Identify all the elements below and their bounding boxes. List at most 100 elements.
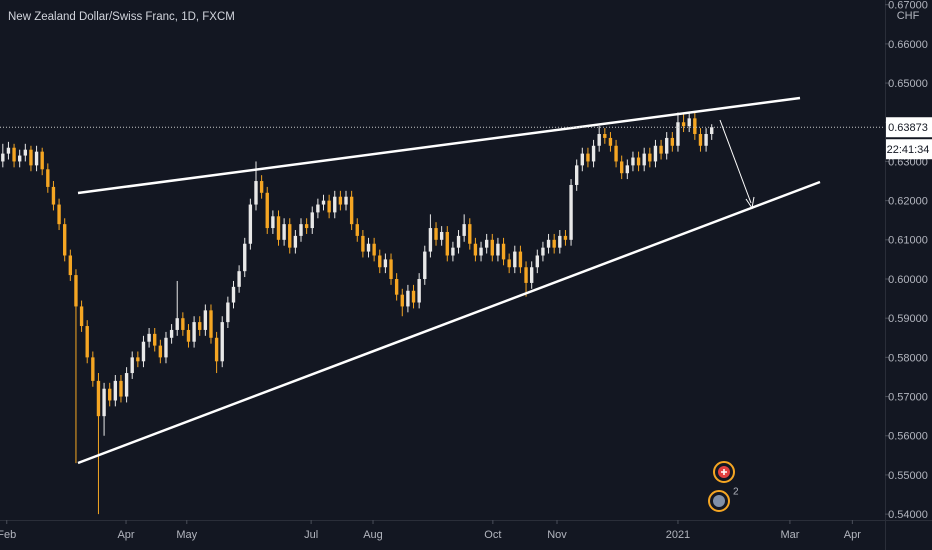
- candle-body: [513, 251, 517, 268]
- candle-body: [141, 341, 146, 362]
- candle-body: [147, 333, 151, 342]
- x-tick-label: 2021: [666, 529, 690, 541]
- candle-body: [423, 251, 427, 280]
- candle-body: [192, 322, 196, 342]
- trend-line-upper: [77, 96, 801, 195]
- candle-body: [6, 147, 11, 154]
- candle-body: [288, 224, 292, 248]
- candle-body: [29, 149, 33, 166]
- candle-body: [659, 145, 663, 154]
- candle-body: [451, 247, 455, 256]
- candle-body: [338, 196, 343, 205]
- countdown-box: [886, 139, 932, 160]
- candle-body: [186, 329, 191, 342]
- candle-body: [614, 145, 618, 162]
- candle-body: [181, 318, 185, 330]
- candle-body: [209, 310, 213, 338]
- candle-body: [546, 239, 551, 248]
- candle-body: [63, 224, 67, 256]
- y-tick-label: 0.67000: [888, 0, 928, 12]
- candle-body: [254, 181, 258, 205]
- y-tick-label: 0.57000: [888, 391, 928, 403]
- candle-body: [501, 243, 506, 260]
- last-price-label: 0.63873: [888, 122, 928, 134]
- candle-body: [608, 137, 613, 146]
- candle-body: [91, 357, 95, 381]
- candle-body: [231, 286, 236, 303]
- candle-body: [119, 380, 123, 397]
- candle-body: [282, 224, 286, 240]
- candle-body: [541, 247, 545, 256]
- news-icon-inner: [713, 495, 725, 507]
- candle-body: [400, 294, 404, 307]
- candle-body: [265, 192, 269, 229]
- candle-body: [473, 243, 478, 256]
- candle-body: [34, 151, 39, 166]
- candle-body: [653, 145, 658, 162]
- candle-body: [681, 122, 686, 127]
- candle-body: [389, 259, 393, 280]
- candle-body: [102, 388, 106, 417]
- event-count: 2: [733, 487, 739, 498]
- candle-body: [428, 228, 433, 252]
- candle-body: [237, 271, 241, 287]
- y-tick-label: 0.58000: [888, 352, 928, 364]
- candle-body: [40, 151, 44, 170]
- candle-body: [293, 235, 298, 248]
- candle-body: [51, 186, 56, 205]
- candle-body: [18, 155, 22, 162]
- candle-body: [710, 127, 714, 135]
- candle-body: [321, 200, 326, 205]
- candle-body: [580, 153, 584, 166]
- y-tick-label: 0.60000: [888, 274, 928, 286]
- candle-body: [620, 161, 624, 174]
- candle-body: [124, 373, 129, 397]
- candle-body: [704, 134, 708, 146]
- plot: [1, 112, 714, 515]
- x-tick-label: Mar: [780, 529, 799, 541]
- candle-body: [299, 224, 303, 236]
- candle-body: [496, 243, 500, 256]
- candle-body: [276, 216, 281, 240]
- x-tick-label: Aug: [363, 529, 383, 541]
- candle-body: [462, 224, 466, 236]
- candle-body: [333, 196, 337, 213]
- candle-body: [164, 337, 168, 358]
- candle-body: [68, 255, 73, 276]
- candle-body: [383, 259, 388, 268]
- x-tick-label: Apr: [844, 529, 861, 541]
- candle-body: [316, 204, 320, 213]
- chart-title: New Zealand Dollar/Swiss Franc, 1D, FXCM: [8, 11, 235, 23]
- candle-body: [406, 290, 410, 307]
- candle-body: [366, 243, 371, 252]
- countdown-label: 22:41:34: [887, 144, 930, 156]
- candle-body: [563, 235, 568, 240]
- candle-body: [327, 200, 331, 213]
- candle-body: [603, 134, 607, 138]
- candle-body: [1, 153, 5, 162]
- candle-body: [636, 157, 641, 166]
- candle-body: [96, 380, 101, 417]
- candle-body: [79, 306, 84, 327]
- candle-body: [57, 204, 61, 225]
- candle-body: [591, 145, 596, 162]
- candle-body: [175, 318, 179, 330]
- candle-body: [85, 326, 89, 358]
- candle-body: [304, 224, 309, 229]
- candle-body: [484, 239, 489, 248]
- candle-body: [203, 310, 208, 330]
- x-tick-label: May: [176, 529, 197, 541]
- candle-body: [23, 149, 28, 156]
- candle-body: [411, 290, 416, 303]
- y-tick-label: 0.54000: [888, 509, 928, 521]
- candle-body: [586, 153, 590, 162]
- event-icon-cross: [721, 469, 727, 475]
- y-tick-label: 0.62000: [888, 196, 928, 208]
- candle-body: [569, 184, 573, 240]
- candle-body: [372, 243, 376, 256]
- candle-body: [355, 224, 359, 236]
- x-tick-label: Oct: [484, 529, 501, 541]
- candle-body: [552, 239, 556, 248]
- last-price-box: [886, 117, 932, 138]
